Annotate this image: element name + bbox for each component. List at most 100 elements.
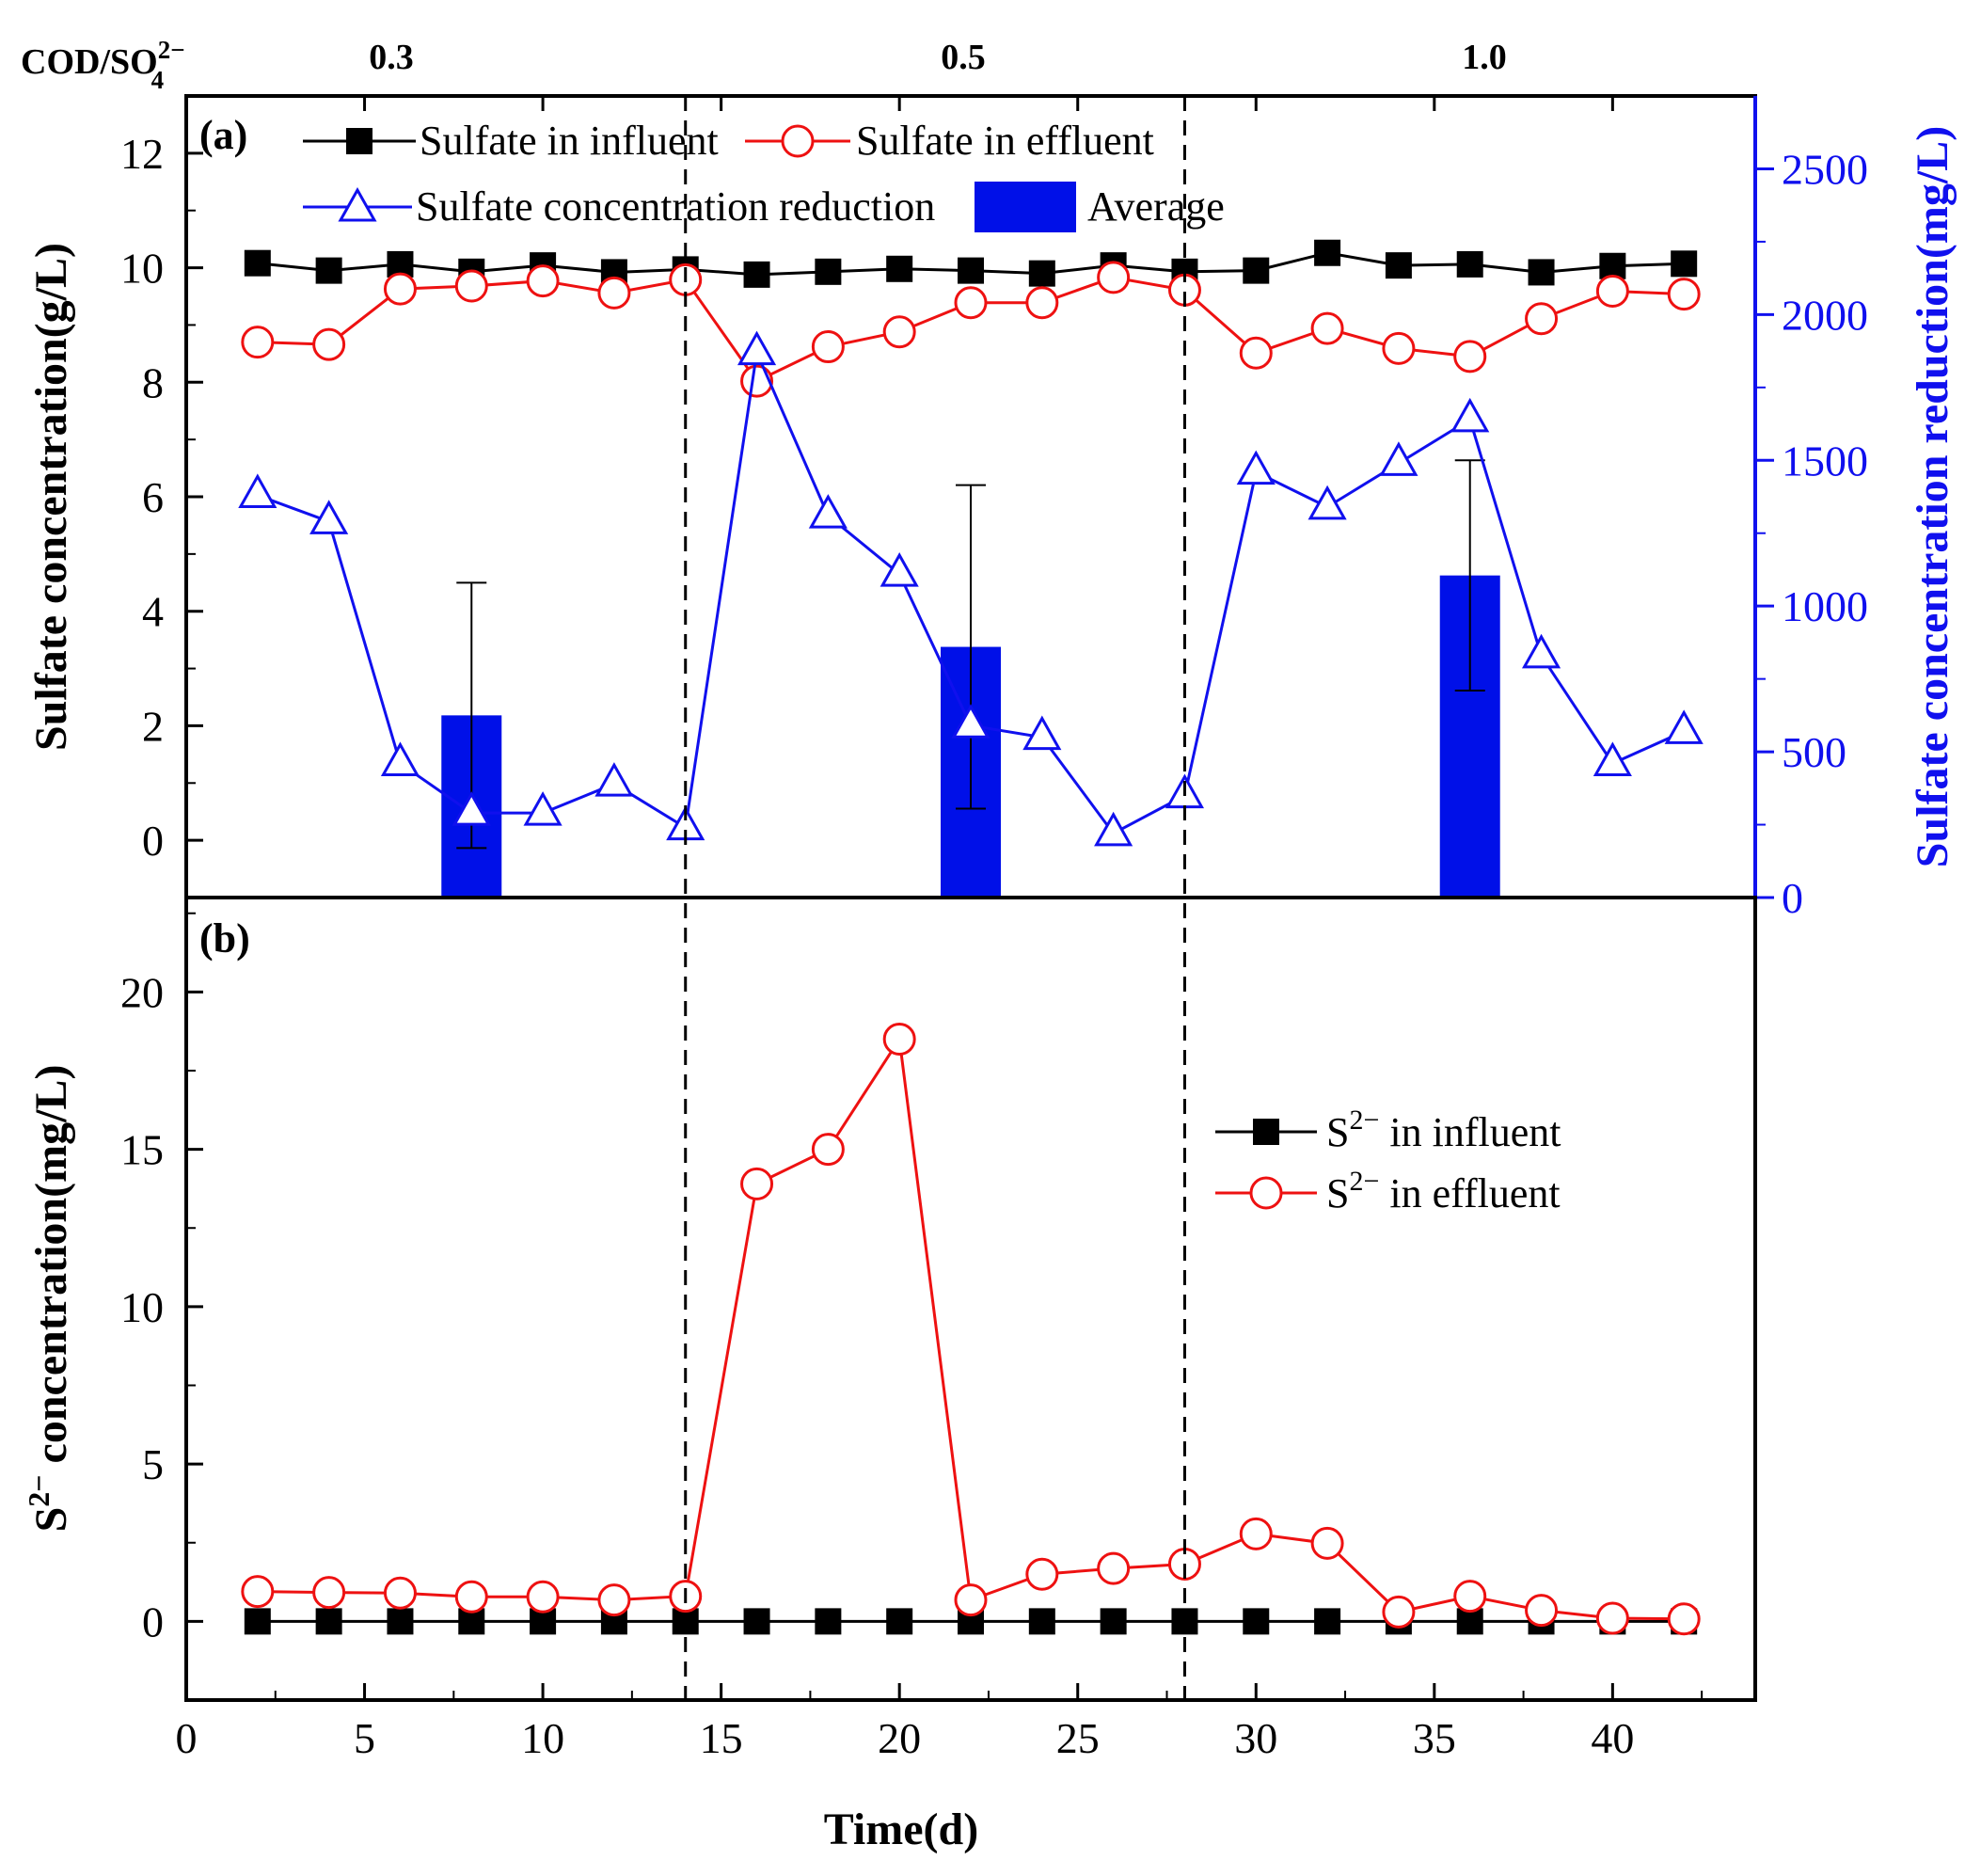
sulfate-reduction-point: [238, 473, 277, 508]
y-tick-label: 10: [120, 245, 164, 293]
x-tick-label: 40: [1591, 1714, 1634, 1762]
sulfate-effluent-point: [1525, 302, 1559, 336]
s2-effluent-point: [1595, 1601, 1629, 1635]
s2-effluent-point: [454, 1580, 488, 1614]
s2-effluent-point: [312, 1576, 346, 1610]
sulfate-effluent-point: [597, 276, 631, 310]
sulfate-reduction-point: [808, 494, 848, 529]
sulfate-reduction-point: [951, 704, 990, 739]
s2-influent-point: [1243, 1608, 1270, 1635]
sulfate-effluent-point: [1239, 336, 1273, 370]
sulfate-effluent-point: [1453, 340, 1487, 374]
ratio-header-label: COD/SO2− 4: [21, 36, 185, 94]
s2-influent-point: [1028, 1608, 1055, 1635]
y-tick-label: 10: [120, 1283, 164, 1331]
legend-square-marker: [346, 128, 372, 154]
sulfate-effluent-point: [1310, 311, 1344, 345]
s2-influent-point: [1314, 1608, 1341, 1635]
s2-effluent-point: [740, 1167, 774, 1200]
legend-triangle-marker: [338, 186, 377, 222]
panel-b-series: [241, 1023, 1701, 1636]
sulfate-influent-point: [1314, 239, 1341, 266]
s2-influent-point: [1100, 1608, 1127, 1635]
s2-influent-point: [886, 1608, 913, 1635]
y-tick-label: 20: [120, 968, 164, 1016]
sulfate-influent-point: [1456, 250, 1483, 278]
sulfate-effluent-point: [241, 326, 275, 359]
s2-effluent-point: [1025, 1557, 1059, 1591]
sulfate-effluent-point: [1097, 261, 1131, 294]
panel-a-label: (a): [199, 112, 247, 158]
legend-circle-marker: [1249, 1176, 1283, 1210]
sulfate-influent-point: [1028, 260, 1055, 287]
legend-item-sulfate-effluent: Sulfate in effluent: [745, 118, 1154, 164]
panel-b-x-axis-title: Time(d): [824, 1804, 978, 1854]
sulfate-influent-point: [815, 258, 842, 285]
sulfate-influent-point: [1243, 257, 1270, 284]
panel-b: 0 5 10 15 20 0 5 10 15 20 25 30 35 40 (b) S2− concent…: [22, 896, 1757, 1854]
sulfate-reduction-point: [1094, 811, 1133, 847]
x-tick-label: 35: [1413, 1714, 1456, 1762]
panel-a-series: [238, 239, 1704, 847]
s2-effluent-point: [1453, 1580, 1487, 1614]
panel-a-left-axis-title: Sulfate concentration(g/L): [26, 243, 76, 751]
sulfate-influent-point: [958, 257, 984, 284]
sulfate-effluent-point: [954, 286, 988, 320]
sulfate-influent-point: [1671, 250, 1698, 278]
s2-effluent-point: [1382, 1595, 1416, 1629]
sulfate-reduction-point: [380, 741, 420, 776]
s2-effluent-point: [954, 1583, 988, 1617]
s2-effluent-point: [1667, 1602, 1701, 1636]
sulfate-effluent-point: [740, 364, 774, 398]
sulfate-effluent-point: [383, 272, 417, 306]
sulfate-influent-point: [886, 255, 913, 282]
legend-circle-marker: [781, 124, 815, 158]
x-tick-label: 10: [521, 1714, 564, 1762]
x-tick-label: 0: [176, 1714, 198, 1762]
sulfate-reduction-point: [452, 791, 491, 826]
y-tick-label: 0: [142, 1598, 164, 1645]
sulfate-effluent-point: [1667, 278, 1701, 311]
sulfate-effluent-point: [454, 269, 488, 303]
sulfate-influent-point: [244, 249, 271, 277]
legend-square-marker: [1253, 1119, 1279, 1145]
sulfate-influent-point: [1528, 259, 1555, 286]
sulfate-reduction-point: [737, 330, 777, 366]
y-tick-label: 5: [142, 1440, 164, 1488]
s2-influent-point: [387, 1608, 414, 1635]
s2-effluent-point: [1239, 1517, 1273, 1550]
sulfate-reduction-point: [1022, 715, 1062, 751]
s2-influent-point: [743, 1608, 770, 1635]
phase-label-2: 0.5: [941, 38, 986, 77]
panel-a: 0 2 4 6 8 10 12 0 500 1000 1500 2000 2500 (a) Sulfa…: [26, 94, 1957, 922]
right-y-tick-label: 0: [1782, 874, 1803, 922]
y-tick-label: 6: [142, 473, 164, 521]
legend-item-sulfate-influent: Sulfate in influent: [303, 118, 719, 164]
sulfate-influent-point: [1385, 252, 1412, 279]
legend-label-sulfate-effluent: Sulfate in effluent: [856, 118, 1154, 164]
sulfate-effluent-point: [882, 315, 916, 349]
sulfate-reduction-point: [523, 791, 563, 826]
y-tick-label: 0: [142, 817, 164, 865]
sulfate-effluent-point: [526, 264, 560, 298]
panel-b-axes: 0 5 10 15 20 0 5 10 15 20 25 30 35 40: [120, 912, 1704, 1762]
sulfate-reduction-point: [1307, 485, 1347, 520]
panel-a-left-axis: 0 2 4 6 8 10 12: [120, 96, 1614, 898]
y-tick-label: 12: [120, 130, 164, 178]
legend-label-sulfate-reduction: Sulfate concentration reduction: [416, 183, 935, 230]
s2-influent-point: [815, 1608, 842, 1635]
s2-effluent-point: [526, 1580, 560, 1614]
sulfate-reduction-point: [594, 762, 634, 797]
legend-item-average: Average: [975, 182, 1225, 232]
y-tick-label: 8: [142, 358, 164, 406]
y-tick-label: 2: [142, 702, 164, 750]
x-tick-label: 5: [354, 1714, 375, 1762]
s2-effluent-point: [882, 1023, 916, 1057]
y-tick-label: 15: [120, 1126, 164, 1174]
sulfate-reduction-point: [1521, 633, 1561, 669]
x-tick-label: 25: [1056, 1714, 1100, 1762]
sulfate-reduction-point: [1593, 741, 1632, 776]
s2-influent-point: [315, 1608, 342, 1635]
right-y-tick-label: 1000: [1782, 582, 1868, 630]
legend-item-sulfate-reduction: Sulfate concentration reduction: [303, 183, 935, 230]
